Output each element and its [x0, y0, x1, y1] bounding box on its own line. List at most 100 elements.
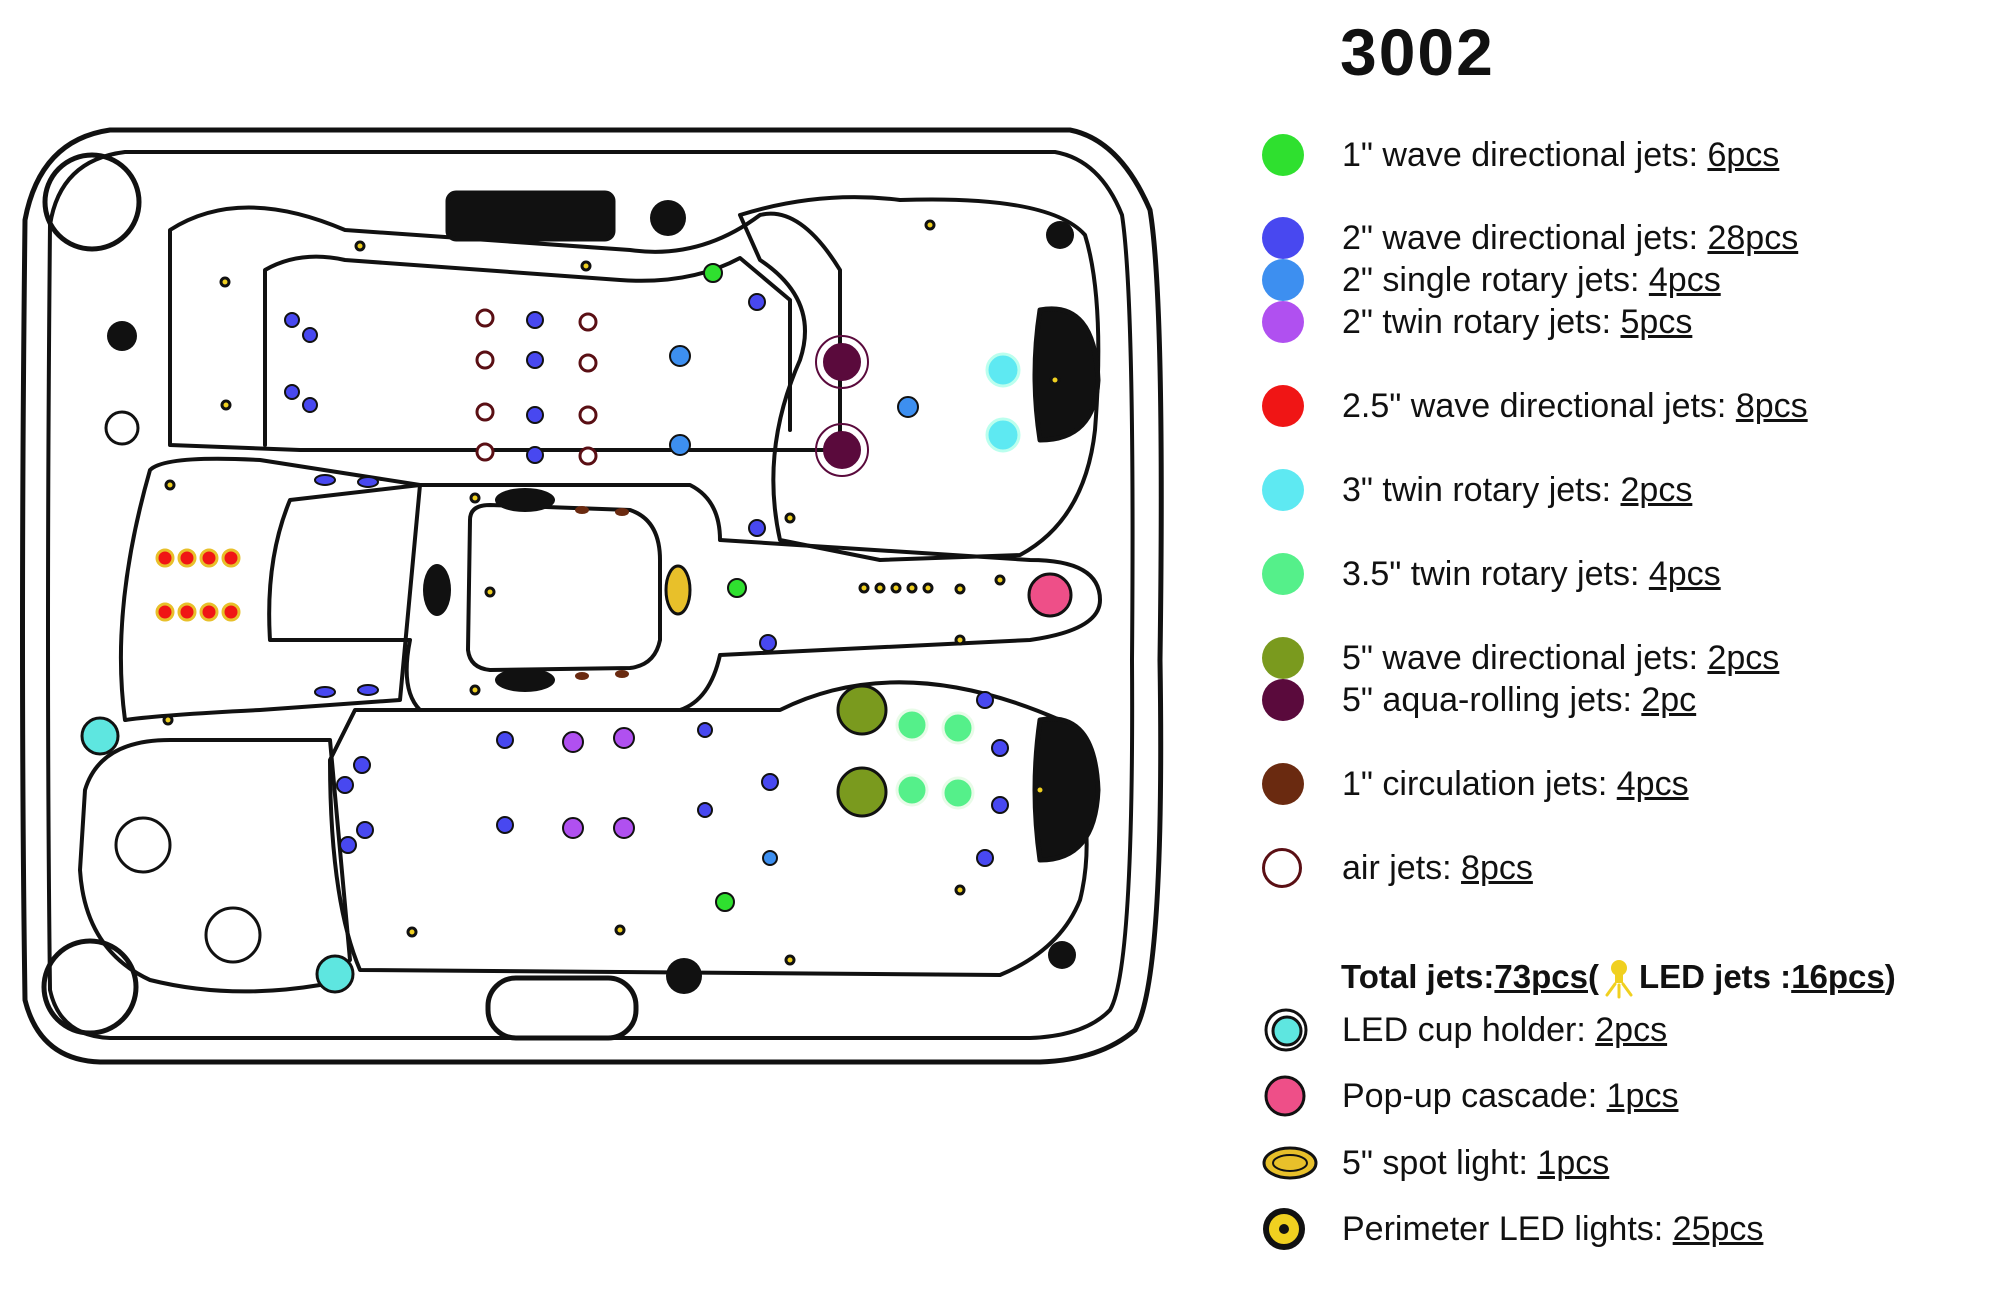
corner-angled-seat	[78, 738, 352, 994]
bottom-step	[485, 975, 639, 1041]
legend-item: 1" circulation jets: 4pcs	[1262, 759, 1689, 809]
legend-item: 3.5" twin rotary jets: 4pcs	[1262, 549, 1721, 599]
legend-label: 2" single rotary jets:	[1342, 260, 1649, 299]
legend-qty: 4pcs	[1648, 554, 1721, 593]
model-number: 3002	[1340, 15, 1495, 89]
legend-text: 5" aqua-rolling jets: 2pc	[1342, 681, 1696, 720]
lower-lounge-seat	[328, 680, 1089, 977]
hot-tub-diagram	[20, 127, 1164, 1065]
total-jets-line: Total jets: 73pcs ( LED jets : 16pcs )	[1341, 952, 1896, 1002]
color-dot-icon	[1262, 255, 1318, 305]
center-footwell	[466, 503, 662, 672]
legend-item: Perimeter LED lights: 25pcs	[1262, 1204, 1763, 1254]
legend-item: 3" twin rotary jets: 2pcs	[1262, 465, 1692, 515]
corner-cup-left-bottom	[41, 938, 139, 1036]
legend-label: 3" twin rotary jets:	[1342, 470, 1621, 509]
tub-inner-rim	[46, 150, 1135, 1040]
legend-label: Pop-up cascade:	[1342, 1076, 1607, 1115]
legend-label: 5" spot light:	[1342, 1143, 1538, 1182]
legend-qty: 5pcs	[1620, 302, 1693, 341]
legend-qty: 1pcs	[1537, 1143, 1610, 1182]
legend-qty: 8pcs	[1735, 386, 1808, 425]
top-pillow	[445, 190, 616, 242]
legend-item: 1" wave directional jets: 6pcs	[1262, 130, 1779, 180]
color-dot-icon	[1262, 759, 1318, 809]
legend-text: 2" single rotary jets: 4pcs	[1342, 261, 1721, 300]
legend-label: 2.5" wave directional jets:	[1342, 386, 1736, 425]
legend-qty: 4pcs	[1616, 764, 1689, 803]
corner-cup-left-top	[42, 152, 142, 252]
legend-item: air jets: 8pcs	[1262, 843, 1533, 893]
legend-item: 2" single rotary jets: 4pcs	[1262, 255, 1721, 305]
cup-holder-icon	[1262, 1005, 1318, 1055]
legend-qty: 4pcs	[1648, 260, 1721, 299]
legend-qty: 25pcs	[1672, 1209, 1764, 1248]
legend-label: 5" aqua-rolling jets:	[1342, 680, 1642, 719]
tub-outer-shell	[20, 127, 1164, 1065]
legend-text: Perimeter LED lights: 25pcs	[1342, 1210, 1763, 1249]
legend-item: 2" twin rotary jets: 5pcs	[1262, 297, 1692, 347]
led-jets-label: LED jets :	[1638, 958, 1792, 995]
legend-item: 2.5" wave directional jets: 8pcs	[1262, 381, 1808, 431]
legend-text: 2.5" wave directional jets: 8pcs	[1342, 387, 1808, 426]
total-close-paren: )	[1884, 958, 1896, 995]
total-qty: 73pcs	[1494, 958, 1588, 995]
center-console	[267, 483, 1102, 712]
legend-text: 1" wave directional jets: 6pcs	[1342, 136, 1779, 175]
legend-item: 5" wave directional jets: 2pcs	[1262, 633, 1779, 683]
led-jets-qty: 16pcs	[1791, 958, 1885, 995]
air-jet-ring-icon	[1262, 843, 1318, 893]
jets-layer	[80, 200, 1076, 994]
legend-label: 2" wave directional jets:	[1342, 218, 1708, 257]
legend-qty: 1pcs	[1606, 1076, 1679, 1115]
legend-label: 3.5" twin rotary jets:	[1342, 554, 1649, 593]
legend-text: Pop-up cascade: 1pcs	[1342, 1077, 1678, 1116]
legend-label: 2" twin rotary jets:	[1342, 302, 1621, 341]
legend-item: LED cup holder: 2pcs	[1262, 1005, 1667, 1055]
legend-item: 5" spot light: 1pcs	[1262, 1138, 1609, 1188]
color-dot-icon	[1262, 130, 1318, 180]
legend-text: 3.5" twin rotary jets: 4pcs	[1342, 555, 1721, 594]
legend-label: air jets:	[1342, 848, 1462, 887]
legend-text: LED cup holder: 2pcs	[1342, 1011, 1667, 1050]
legend-qty: 2pcs	[1620, 470, 1693, 509]
legend-item: 5" aqua-rolling jets: 2pc	[1262, 675, 1696, 725]
color-dot-icon	[1262, 213, 1318, 263]
spot-light-icon	[1262, 1138, 1318, 1188]
led-light-icon	[1262, 1204, 1318, 1254]
upper-lounge-seat	[168, 205, 842, 452]
legend-text: 5" wave directional jets: 2pcs	[1342, 639, 1779, 678]
color-dot-icon	[1262, 633, 1318, 683]
legend-label: 1" circulation jets:	[1342, 764, 1617, 803]
legend-text: 1" circulation jets: 4pcs	[1342, 765, 1689, 804]
legend-text: 2" twin rotary jets: 5pcs	[1342, 303, 1692, 342]
legend-qty: 6pcs	[1707, 135, 1780, 174]
headrest-lower	[1032, 716, 1101, 863]
right-upper-seat	[738, 195, 1101, 562]
led-jet-icon	[1605, 960, 1633, 999]
color-dot-icon	[1262, 381, 1318, 431]
color-dot-icon	[1262, 549, 1318, 599]
legend-qty: 28pcs	[1707, 218, 1799, 257]
legend-item: 2" wave directional jets: 28pcs	[1262, 213, 1798, 263]
legend-item: Pop-up cascade: 1pcs	[1262, 1071, 1678, 1121]
headrest-upper	[1032, 306, 1101, 443]
legend-text: 2" wave directional jets: 28pcs	[1342, 219, 1798, 258]
legend-label: 1" wave directional jets:	[1342, 135, 1708, 174]
legend-text: air jets: 8pcs	[1342, 849, 1533, 888]
cascade-icon	[1262, 1071, 1318, 1121]
legend-label: Perimeter LED lights:	[1342, 1209, 1673, 1248]
legend-qty: 2pc	[1641, 680, 1697, 719]
total-label: Total jets:	[1341, 958, 1495, 995]
legend-label: 5" wave directional jets:	[1342, 638, 1708, 677]
total-open-paren: (	[1587, 958, 1599, 995]
legend-text: 5" spot light: 1pcs	[1342, 1144, 1609, 1183]
color-dot-icon	[1262, 465, 1318, 515]
color-dot-icon	[1262, 297, 1318, 347]
legend-text: 3" twin rotary jets: 2pcs	[1342, 471, 1692, 510]
legend-label: LED cup holder:	[1342, 1010, 1596, 1049]
legend-qty: 2pcs	[1595, 1010, 1668, 1049]
color-dot-icon	[1262, 675, 1318, 725]
legend-qty: 2pcs	[1707, 638, 1780, 677]
upper-lounge-seat-inner	[263, 254, 792, 447]
